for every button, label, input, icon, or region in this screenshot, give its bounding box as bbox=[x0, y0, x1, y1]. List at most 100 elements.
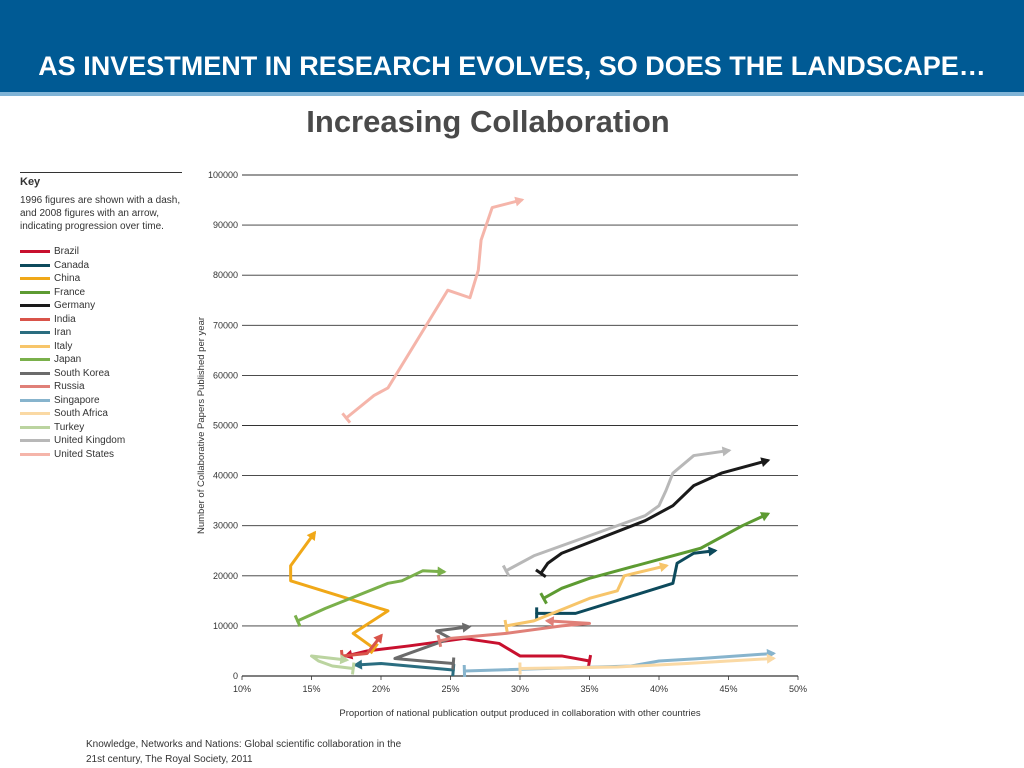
header-banner bbox=[0, 0, 1024, 92]
x-tick-label: 45% bbox=[719, 684, 737, 694]
series-line-germany bbox=[539, 459, 769, 575]
series-line-south-africa bbox=[518, 656, 775, 670]
end-arrow-united-kingdom bbox=[721, 446, 732, 457]
series-line-turkey bbox=[310, 654, 355, 670]
legend-label: South Korea bbox=[54, 367, 110, 379]
series-line-france bbox=[542, 512, 769, 600]
legend-label: United States bbox=[54, 448, 115, 460]
y-tick-label: 80000 bbox=[213, 270, 238, 280]
x-axis-label: Proportion of national publication outpu… bbox=[339, 708, 700, 719]
y-axis-label: Number of Collaborative Papers Published… bbox=[196, 317, 207, 534]
end-arrow-canada bbox=[708, 546, 718, 557]
start-dash-united-kingdom bbox=[501, 564, 511, 577]
series-line-united-kingdom bbox=[504, 449, 730, 573]
legend-swatch bbox=[20, 412, 50, 416]
end-arrow-japan bbox=[437, 566, 447, 577]
citation-line-1: Knowledge, Networks and Nations: Global … bbox=[86, 739, 402, 750]
legend-item-japan: Japan bbox=[20, 353, 182, 367]
end-arrow-turkey bbox=[339, 654, 350, 665]
series-line-south-korea bbox=[393, 625, 471, 665]
end-arrow-iran bbox=[352, 659, 363, 670]
legend-label: Singapore bbox=[54, 394, 100, 406]
legend-item-russia: Russia bbox=[20, 380, 182, 394]
end-arrow-germany bbox=[760, 457, 771, 467]
end-arrow-united-states bbox=[514, 196, 525, 207]
legend-swatch bbox=[20, 439, 50, 443]
start-dash-china bbox=[369, 642, 379, 655]
chart-key: Key 1996 figures are shown with a dash, … bbox=[20, 172, 182, 461]
x-tick-label: 35% bbox=[580, 684, 598, 694]
legend-swatch bbox=[20, 344, 50, 348]
end-arrow-india bbox=[373, 633, 383, 644]
end-arrow-china bbox=[306, 530, 317, 542]
legend-item-turkey: Turkey bbox=[20, 421, 182, 435]
series-line-india bbox=[340, 634, 383, 658]
series-line-italy bbox=[504, 564, 668, 628]
start-dash-south-korea bbox=[451, 657, 456, 670]
y-tick-label: 40000 bbox=[213, 471, 238, 481]
end-arrow-russia bbox=[544, 616, 555, 627]
legend-swatch bbox=[20, 358, 50, 362]
source-citation: Knowledge, Networks and Nations: Global … bbox=[86, 737, 436, 767]
legend-label: Brazil bbox=[54, 246, 80, 258]
legend-item-united-kingdom: United Kingdom bbox=[20, 434, 182, 448]
start-dash-italy bbox=[503, 619, 509, 633]
start-dash-japan bbox=[293, 614, 302, 627]
legend-item-france: France bbox=[20, 286, 182, 300]
end-arrow-south-africa bbox=[766, 653, 776, 664]
legend-item-germany: Germany bbox=[20, 299, 182, 313]
y-tick-label: 90000 bbox=[213, 220, 238, 230]
legend-item-singapore: Singapore bbox=[20, 394, 182, 408]
legend-item-united-states: United States bbox=[20, 448, 182, 462]
legend-swatch bbox=[20, 425, 50, 429]
legend-label: China bbox=[54, 273, 81, 285]
series-line-china bbox=[289, 531, 390, 650]
legend: Brazil Canada China France Germany India Iran I… bbox=[20, 245, 182, 461]
legend-item-india: India bbox=[20, 313, 182, 327]
start-dash-united-states bbox=[341, 412, 352, 424]
start-dash-france bbox=[539, 592, 548, 605]
start-dash-russia bbox=[436, 634, 443, 648]
legend-swatch bbox=[20, 452, 50, 456]
key-description: 1996 figures are shown with a dash, and … bbox=[20, 195, 181, 232]
legend-label: France bbox=[54, 286, 86, 298]
legend-label: Japan bbox=[54, 354, 82, 366]
series-line-iran bbox=[354, 661, 455, 672]
legend-item-canada: Canada bbox=[20, 259, 182, 273]
header-accent-line bbox=[0, 92, 1024, 96]
legend-item-italy: Italy bbox=[20, 340, 182, 354]
legend-swatch bbox=[20, 263, 50, 267]
y-tick-label: 10000 bbox=[213, 621, 238, 631]
legend-swatch bbox=[20, 250, 50, 254]
start-dash-turkey bbox=[350, 662, 356, 675]
legend-swatch bbox=[20, 277, 50, 281]
x-tick-label: 30% bbox=[511, 684, 529, 694]
slide-title: AS INVESTMENT IN RESEARCH EVOLVES, SO DO… bbox=[38, 51, 986, 81]
citation-line-2: 21st century, The Royal Society, 2011 bbox=[86, 754, 253, 765]
x-tick-label: 50% bbox=[789, 684, 807, 694]
y-tick-label: 20000 bbox=[213, 571, 238, 581]
legend-label: South Africa bbox=[54, 408, 108, 420]
legend-label: Canada bbox=[54, 259, 90, 271]
legend-swatch bbox=[20, 385, 50, 389]
y-tick-label: 0 bbox=[233, 671, 238, 681]
legend-label: United Kingdom bbox=[54, 435, 126, 447]
y-tick-label: 60000 bbox=[213, 370, 238, 380]
legend-swatch bbox=[20, 371, 50, 375]
legend-label: Italy bbox=[54, 340, 73, 352]
legend-label: Iran bbox=[54, 327, 72, 339]
legend-swatch bbox=[20, 331, 50, 335]
x-tick-label: 15% bbox=[302, 684, 320, 694]
slide-subtitle: Increasing Collaboration bbox=[306, 104, 670, 139]
start-dash-brazil bbox=[586, 654, 593, 668]
y-tick-label: 50000 bbox=[213, 421, 238, 431]
x-tick-label: 40% bbox=[650, 684, 668, 694]
legend-label: Germany bbox=[54, 300, 96, 312]
legend-item-brazil: Brazil bbox=[20, 245, 182, 259]
legend-item-south-africa: South Africa bbox=[20, 407, 182, 421]
y-tick-label: 30000 bbox=[213, 521, 238, 531]
legend-swatch bbox=[20, 398, 50, 402]
legend-label: Russia bbox=[54, 381, 85, 393]
legend-item-china: China bbox=[20, 272, 182, 286]
x-tick-label: 20% bbox=[372, 684, 390, 694]
